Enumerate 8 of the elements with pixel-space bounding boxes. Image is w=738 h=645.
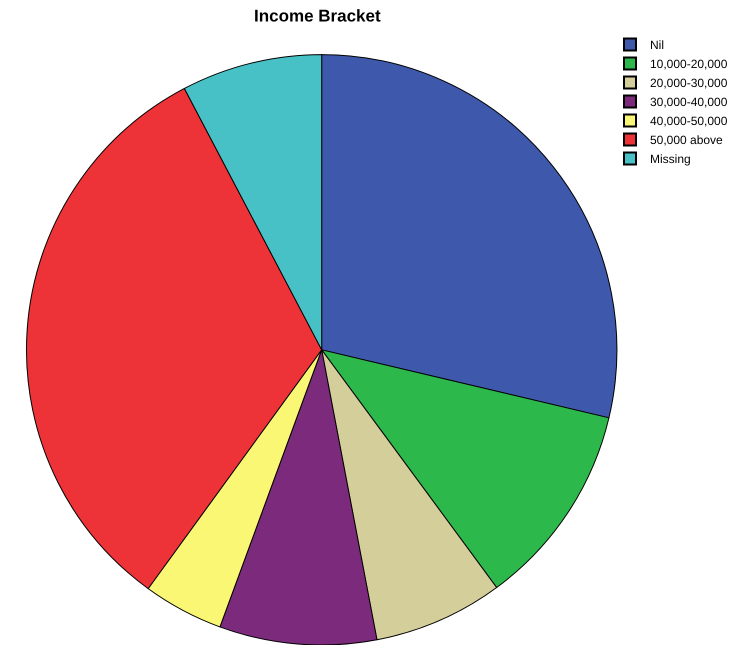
legend-label: 10,000-20,000 [650,57,728,72]
legend-label: 50,000 above [650,133,724,148]
chart-title: Income Bracket [254,6,381,26]
legend-label: 20,000-30,000 [650,76,728,90]
legend-label: 40,000-50,000 [650,114,728,128]
legend-label: 30,000-40,000 [650,95,728,110]
legend-label: Nil [650,38,664,52]
legend-label: Missing [650,152,691,166]
